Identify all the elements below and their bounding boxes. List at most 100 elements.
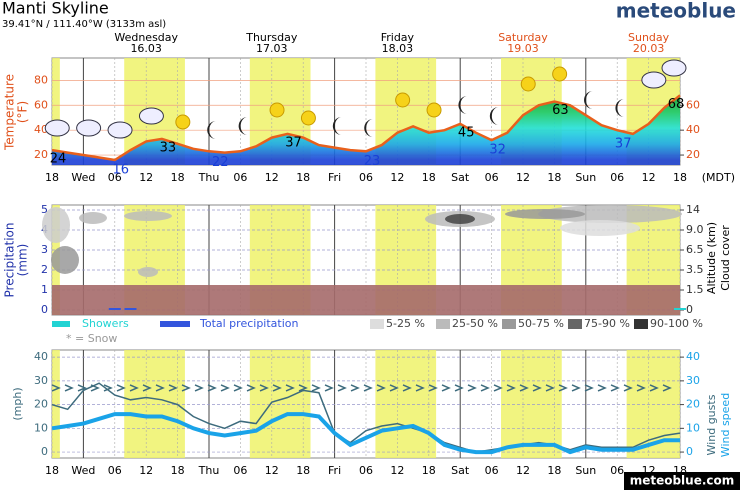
y2-tick-label: 14 [686, 203, 700, 216]
x-tick-label: 12 [516, 464, 530, 477]
temperature-area [52, 95, 680, 165]
moon-icon [615, 99, 625, 117]
cloud-cover [538, 205, 682, 223]
x-tick-label: 06 [233, 171, 247, 184]
y2-tick-label: 9.0 [686, 223, 704, 236]
daylight [501, 350, 562, 458]
y-label: Temperature [3, 74, 17, 151]
precip-bar [124, 308, 137, 310]
y-tick-label: 80 [34, 73, 48, 86]
y-tick-label: 0 [41, 303, 48, 316]
x-tick-label: 06 [359, 464, 373, 477]
y-tick-label: 40 [34, 350, 48, 363]
wind-arrow [545, 384, 555, 392]
sun-icon [269, 102, 285, 118]
wind-arrow [233, 384, 243, 392]
cloud-icon [76, 119, 102, 137]
wind-arrow [636, 384, 646, 392]
cloud-icon [107, 121, 133, 139]
wind-arrow [311, 384, 321, 392]
legend-swatch [52, 321, 70, 327]
cloud-swatch [502, 319, 516, 329]
legend-label: Total precipitation [199, 317, 299, 330]
moon-icon [207, 121, 217, 139]
daylight [249, 350, 311, 458]
wind-arrow [610, 384, 620, 392]
wind-arrow [116, 384, 126, 392]
y2-tick-label: 40 [686, 123, 700, 136]
y-tick-label: 60 [34, 98, 48, 111]
wind-arrow [51, 384, 61, 392]
x-tick-label: Fri [328, 464, 341, 477]
moon-icon [364, 119, 374, 137]
extreme-label: 24 [50, 152, 67, 167]
wind-arrow [350, 384, 360, 392]
moon-icon [238, 117, 248, 135]
wind-arrow [428, 384, 438, 392]
day-name: Saturday [498, 31, 548, 44]
cloud-swatch [634, 319, 648, 329]
x-tick-label: 12 [139, 464, 153, 477]
y2-tick-label: 0 [686, 445, 693, 458]
x-tick-label: 12 [265, 464, 279, 477]
wind-arrow [220, 384, 230, 392]
wind-arrow [259, 384, 269, 392]
day-date: 20.03 [633, 42, 665, 55]
x-tick-label: Thu [198, 464, 220, 477]
y-tick-label: 5 [41, 203, 48, 216]
cloud-swatch [568, 319, 582, 329]
x-tick-label: 06 [108, 171, 122, 184]
extreme-label: 33 [160, 140, 177, 155]
footer-bg [624, 472, 740, 490]
x-tick-label: 06 [359, 171, 373, 184]
x-tick-label: 06 [610, 171, 624, 184]
y-tick-label: 2 [41, 263, 48, 276]
wind-arrow [324, 384, 334, 392]
x-tick-label: Wed [71, 464, 95, 477]
x-tick-label: 06 [485, 171, 499, 184]
cloud-legend-label: 90-100 % [650, 317, 703, 330]
legend-label: Showers [82, 317, 129, 330]
wind-line [51, 382, 681, 453]
cloud-swatch [370, 319, 384, 329]
y2-tick-label: 1.5 [686, 283, 704, 296]
extreme-label: 45 [458, 125, 475, 140]
y2-tick-label: 20 [686, 398, 700, 411]
x-tick-label: 18 [422, 171, 436, 184]
wind-arrow [129, 384, 139, 392]
wind-arrow [597, 384, 607, 392]
precip-bar [674, 308, 686, 310]
sun-icon [175, 114, 191, 130]
wind-arrow [480, 384, 490, 392]
wind-arrow [285, 384, 295, 392]
wind-arrow [519, 384, 529, 392]
wind-arrow [402, 384, 412, 392]
x-tick-label: 18 [547, 171, 561, 184]
precip-bar [108, 308, 121, 310]
extreme-label: 37 [615, 136, 632, 151]
cloud-cover [560, 220, 640, 236]
footer: meteoblue.com [630, 474, 735, 488]
y2-label: Cloud cover [719, 225, 732, 291]
x-tick-label: 18 [673, 171, 687, 184]
cloud-cover [79, 212, 107, 224]
wind-arrow [298, 384, 308, 392]
y2-label: Wind speed [719, 393, 732, 457]
x-tick-label: 18 [673, 464, 687, 477]
x-tick-label: Sat [451, 171, 470, 184]
day-date: 16.03 [130, 42, 162, 55]
y2-tick-label: 10 [686, 421, 700, 434]
wind-arrow [532, 384, 542, 392]
wind-arrow [649, 384, 659, 392]
y2-label: Wind gusts [705, 394, 718, 455]
y2-tick-label: 20 [686, 148, 700, 161]
y2-tick-label: 60 [686, 98, 700, 111]
cloud-icon [44, 119, 70, 137]
y-tick-label: 20 [34, 148, 48, 161]
day-name: Sunday [628, 31, 670, 44]
x-tick-label: 06 [108, 464, 122, 477]
wind-arrow [103, 384, 113, 392]
y-label: Precipitation [3, 222, 17, 297]
x-tick-label: 12 [390, 464, 404, 477]
x-tick-label: 18 [296, 171, 310, 184]
